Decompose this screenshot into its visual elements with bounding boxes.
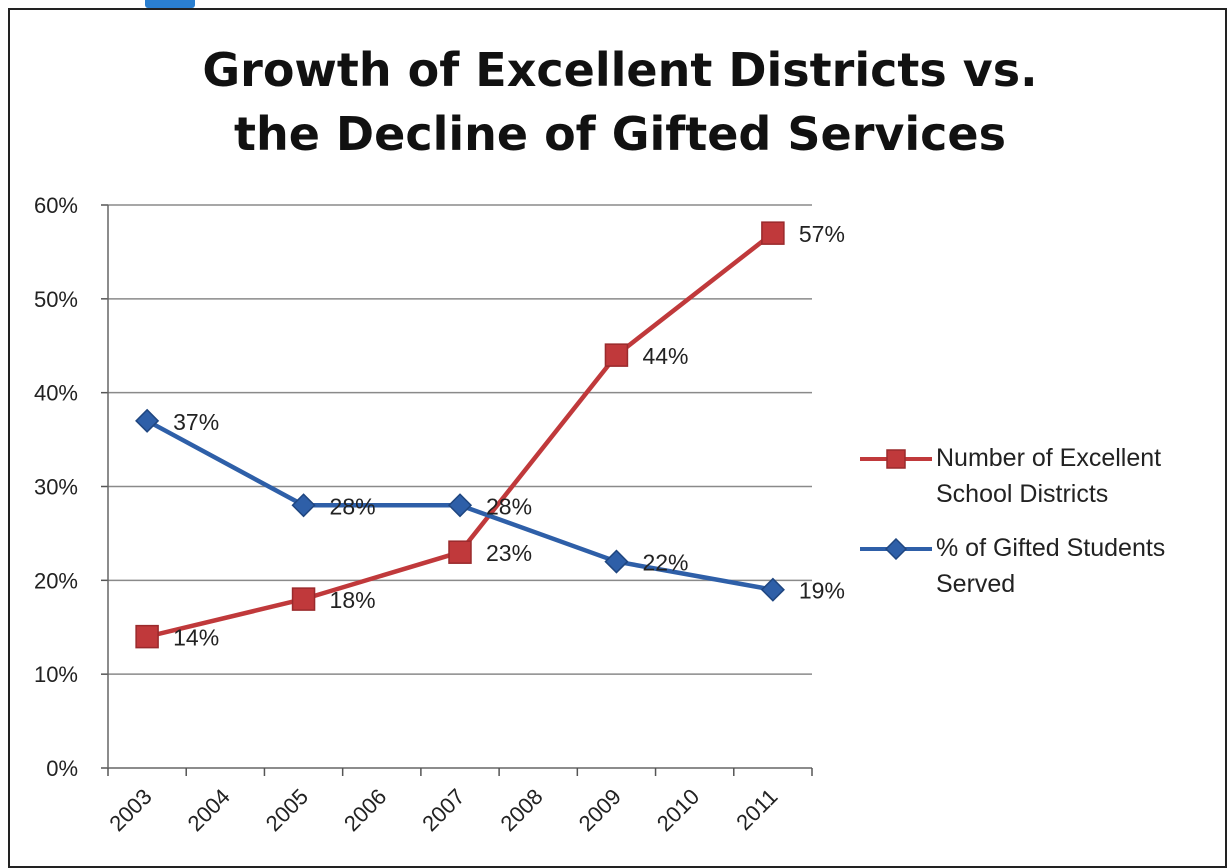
data-label: 37%	[173, 409, 219, 435]
data-point-diamond	[291, 493, 316, 518]
legend-marker-square	[860, 449, 932, 469]
x-tick-label: 2011	[731, 784, 782, 835]
data-label: 23%	[486, 540, 532, 566]
data-label: 22%	[642, 550, 688, 576]
data-point-diamond	[760, 577, 785, 602]
data-label: 18%	[330, 587, 376, 613]
data-label: 28%	[330, 493, 376, 519]
data-point-diamond	[604, 549, 629, 574]
data-point-diamond	[447, 493, 473, 518]
data-label: 19%	[799, 578, 845, 604]
data-label: 14%	[173, 625, 219, 651]
legend-label-line-1: % of Gifted Students	[936, 534, 1166, 562]
x-tick-label: 2009	[574, 784, 626, 836]
chart-frame	[8, 8, 1227, 868]
data-point-square	[604, 343, 629, 367]
y-tick-label: 10%	[34, 662, 78, 687]
y-tick-label: 40%	[34, 381, 78, 406]
x-tick-label: 2008	[495, 784, 547, 836]
y-tick-label: 60%	[34, 193, 78, 218]
legend-item-gifted-students: % of Gifted Students Served	[860, 530, 1220, 602]
data-label: 57%	[799, 221, 845, 247]
legend-item-excellent-districts: Number of Excellent School Districts	[860, 440, 1220, 512]
chart-title-line-1: Growth of Excellent Districts vs.	[202, 43, 1038, 97]
y-tick-label: 50%	[34, 287, 78, 312]
data-point-diamond	[135, 408, 160, 433]
y-tick-label: 30%	[34, 475, 78, 500]
x-tick-label: 2004	[183, 784, 235, 836]
legend: Number of Excellent School Districts % o…	[860, 440, 1220, 620]
data-point-square	[761, 221, 785, 245]
x-tick-label: 2005	[261, 784, 313, 836]
data-point-square	[135, 624, 159, 649]
legend-label-line-2: School Districts	[936, 480, 1109, 508]
legend-marker-diamond	[860, 538, 932, 560]
legend-label-line-2: Served	[936, 570, 1016, 598]
y-tick-label: 20%	[34, 568, 78, 593]
header-accent	[145, 0, 195, 8]
x-tick-label: 2006	[339, 784, 391, 836]
chart-title-line-2: the Decline of Gifted Services	[233, 107, 1006, 161]
x-tick-label: 2003	[104, 784, 156, 836]
x-tick-label: 2010	[652, 784, 704, 836]
legend-label-line-1: Number of Excellent	[936, 444, 1162, 472]
x-tick-label: 2007	[417, 784, 469, 836]
chart-title: Growth of Excellent Districts vs. the De…	[150, 38, 1090, 166]
data-point-square	[448, 540, 472, 564]
data-label: 44%	[642, 343, 688, 369]
series-line	[146, 231, 775, 639]
y-tick-label: 0%	[46, 756, 78, 781]
data-label: 28%	[486, 493, 532, 519]
data-point-square	[291, 587, 316, 611]
